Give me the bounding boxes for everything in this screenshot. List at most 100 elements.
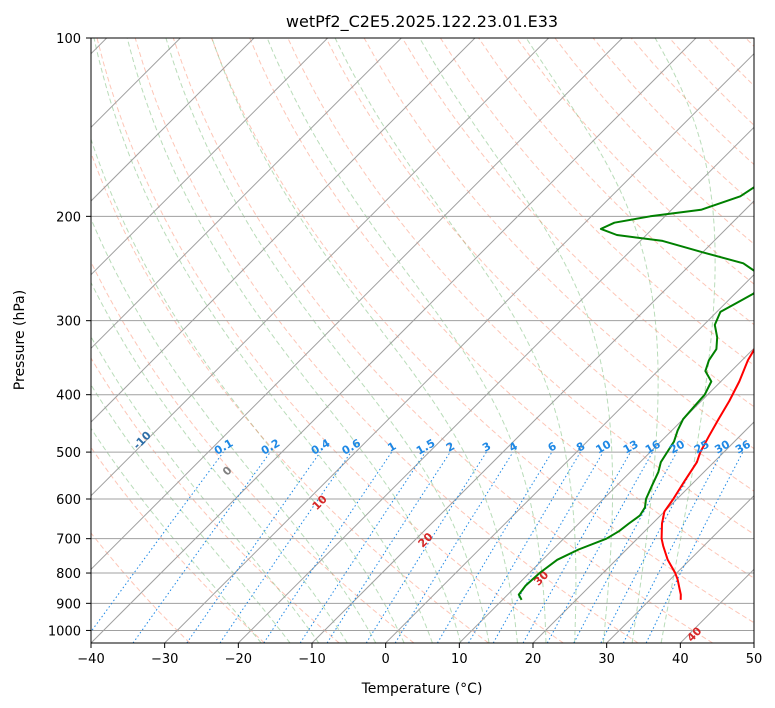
chart-title: wetPf2_C2E5.2025.122.23.01.E33 <box>286 12 558 32</box>
mixing-ratio-line <box>522 451 631 643</box>
y-tick-label: 200 <box>56 210 81 225</box>
y-tick-label: 700 <box>56 533 81 548</box>
y-tick-label: 100 <box>56 32 81 47</box>
moist-adiabat-line <box>91 217 377 643</box>
mixing-ratio-line <box>132 451 271 643</box>
mixing-ratio-label: 0.4 <box>309 436 333 457</box>
moist-adiabat-line <box>126 38 462 643</box>
moist-adiabat-line <box>266 38 547 643</box>
mixing-ratio-line <box>573 451 678 643</box>
isotherm-line <box>91 38 402 350</box>
dry-adiabat-label: -10 <box>131 429 154 452</box>
isotherm-line <box>91 38 255 202</box>
dry-adiabat-label: 20 <box>416 530 436 550</box>
dry-adiabat-line <box>91 446 265 643</box>
moist-adiabat-line <box>93 38 433 643</box>
isotherm-line <box>91 38 476 423</box>
skewed-isotherms <box>91 38 754 643</box>
isotherm-line <box>91 38 550 497</box>
dry-adiabat-line <box>91 260 415 643</box>
dry-adiabat-line <box>249 38 754 579</box>
dry-adiabat-line <box>91 532 191 643</box>
mixing-ratio-label: 16 <box>643 437 663 456</box>
y-axis-ticks: 100 200 300 400 500 600 700 800 900 1000 <box>48 32 91 639</box>
mixing-ratio-lines <box>91 451 744 643</box>
x-tick-label: −30 <box>151 652 178 667</box>
x-tick-label: −20 <box>225 652 252 667</box>
dry-adiabat-line <box>745 38 754 48</box>
x-tick-label: −10 <box>298 652 325 667</box>
dewpoint-profile <box>517 186 754 601</box>
mixing-ratio-label: 20 <box>667 437 687 456</box>
moist-adiabat-line <box>211 38 518 643</box>
dry-adiabat-line <box>592 38 754 205</box>
dry-adiabat-line <box>325 38 754 492</box>
isotherm-line <box>679 568 754 643</box>
moist-adiabat-line <box>91 281 348 643</box>
dry-adiabat-line <box>401 38 754 408</box>
moist-adiabat-line <box>165 38 490 643</box>
dry-adiabat-line <box>478 38 754 326</box>
isotherm-line <box>532 421 754 643</box>
isotherm-line <box>606 494 754 643</box>
x-tick-label: 20 <box>525 652 542 667</box>
mixing-ratio-line <box>600 451 702 643</box>
dry-adiabat-line <box>516 38 754 285</box>
isotherm-line <box>311 200 754 643</box>
mixing-ratio-line <box>326 451 451 643</box>
x-tick-label: 10 <box>451 652 468 667</box>
y-tick-label: 500 <box>56 446 81 461</box>
moist-adiabat-line <box>334 38 577 643</box>
mixing-ratio-line <box>186 451 321 643</box>
isotherm-line <box>458 347 754 643</box>
y-tick-label: 400 <box>56 389 81 404</box>
y-tick-label: 300 <box>56 315 81 330</box>
moist-adiabat-line <box>419 38 614 643</box>
x-tick-label: 30 <box>598 652 615 667</box>
moist-adiabat-line <box>91 383 291 643</box>
moist-adiabat-line <box>654 38 716 643</box>
x-tick-label: −40 <box>77 652 104 667</box>
pressure-gridlines <box>91 38 754 631</box>
moist-adiabat-line <box>91 335 320 643</box>
y-tick-label: 1000 <box>48 624 81 639</box>
moist-adiabat-line <box>91 427 262 643</box>
moist-adiabat-line <box>525 38 659 643</box>
dry-adiabat-line <box>172 38 713 643</box>
dry-adiabat-label: 40 <box>684 624 704 644</box>
y-tick-label: 800 <box>56 567 81 582</box>
isotherm-line <box>91 38 329 276</box>
dry-adiabat-line <box>134 38 639 643</box>
sounding-profiles <box>517 186 754 601</box>
mixing-ratio-label: 0.6 <box>340 436 364 457</box>
mixing-ratio-label: 10 <box>594 437 614 456</box>
isotherm-line <box>237 126 754 643</box>
temperature-profile <box>660 347 754 600</box>
moist-adiabats <box>91 38 716 643</box>
dry-adiabat-line <box>363 38 754 450</box>
mixing-ratio-label: 1.5 <box>414 437 437 458</box>
mixing-ratio-label: 13 <box>621 438 641 457</box>
x-tick-label: 0 <box>382 652 390 667</box>
x-axis-label: Temperature (°C) <box>361 681 483 697</box>
x-axis-ticks: −40 −30 −20 −10 0 10 20 30 40 50 <box>77 643 762 667</box>
mixing-ratio-label: 0.2 <box>259 437 282 458</box>
plot-frame <box>90 37 755 644</box>
y-tick-label: 900 <box>56 597 81 612</box>
mixing-ratio-line <box>645 451 744 643</box>
mixing-ratio-line <box>622 451 723 643</box>
isotherm-line <box>164 52 754 643</box>
dry-adiabat-line <box>439 38 754 367</box>
isotherm-line <box>91 38 623 571</box>
y-axis-label: Pressure (hPa) <box>12 290 28 390</box>
mixing-ratio-line <box>263 451 393 643</box>
x-tick-label: 40 <box>672 652 689 667</box>
mixing-ratio-line <box>436 451 553 643</box>
isotherm-line <box>753 642 754 643</box>
mixing-ratio-label: 30 <box>712 437 732 456</box>
dry-adiabat-line <box>630 38 754 166</box>
mixing-ratio-line <box>546 451 654 643</box>
mixing-ratio-label: 0.1 <box>212 437 235 458</box>
mixing-ratio-label: 25 <box>692 438 712 457</box>
